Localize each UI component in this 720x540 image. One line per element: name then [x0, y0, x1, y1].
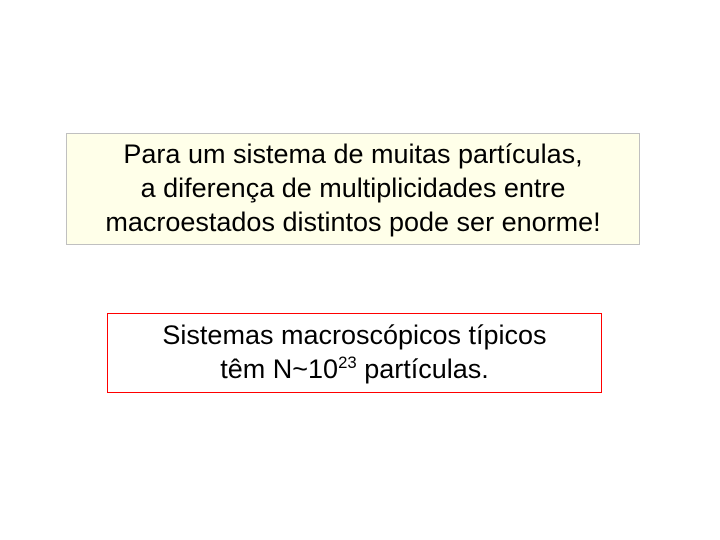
callout-2-line-1: Sistemas macroscópicos típicos: [162, 319, 546, 353]
callout-1-line-3: macroestados distintos pode ser enorme!: [105, 206, 600, 240]
callout-2-exponent: 23: [338, 353, 357, 372]
callout-1-line-2: a diferença de multiplicidades entre: [141, 172, 566, 206]
callout-2-line-2: têm N~1023 partículas.: [220, 353, 489, 387]
callout-box-2: Sistemas macroscópicos típicos têm N~102…: [107, 313, 602, 393]
callout-2-suffix: partículas.: [357, 354, 489, 384]
callout-1-line-1: Para um sistema de muitas partículas,: [123, 138, 582, 172]
callout-2-prefix: têm N~10: [220, 354, 338, 384]
callout-box-1: Para um sistema de muitas partículas, a …: [66, 133, 640, 245]
slide: Para um sistema de muitas partículas, a …: [0, 0, 720, 540]
